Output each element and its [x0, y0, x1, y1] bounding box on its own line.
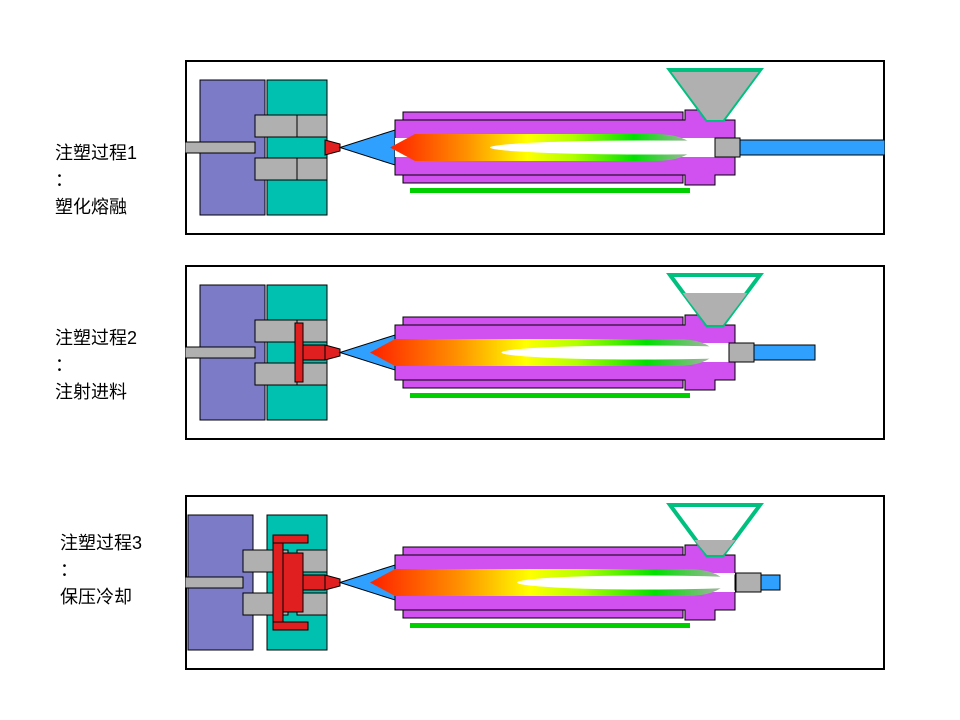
piston-rod	[735, 140, 885, 155]
panel-stage3	[185, 495, 885, 675]
panel-stage1	[185, 60, 885, 240]
label-stage3: 注塑过程3 ： 保压冷却	[60, 530, 142, 611]
heater-band	[410, 623, 690, 628]
heater-band	[410, 188, 690, 193]
label-stage1: 注塑过程1 ： 塑化熔融	[55, 140, 137, 221]
panel-stage2	[185, 265, 885, 445]
label-stage2: 注塑过程2 ： 注射进料	[55, 325, 137, 406]
heater-band	[410, 393, 690, 398]
mold-assembly	[185, 285, 340, 420]
mold-assembly	[185, 80, 340, 215]
